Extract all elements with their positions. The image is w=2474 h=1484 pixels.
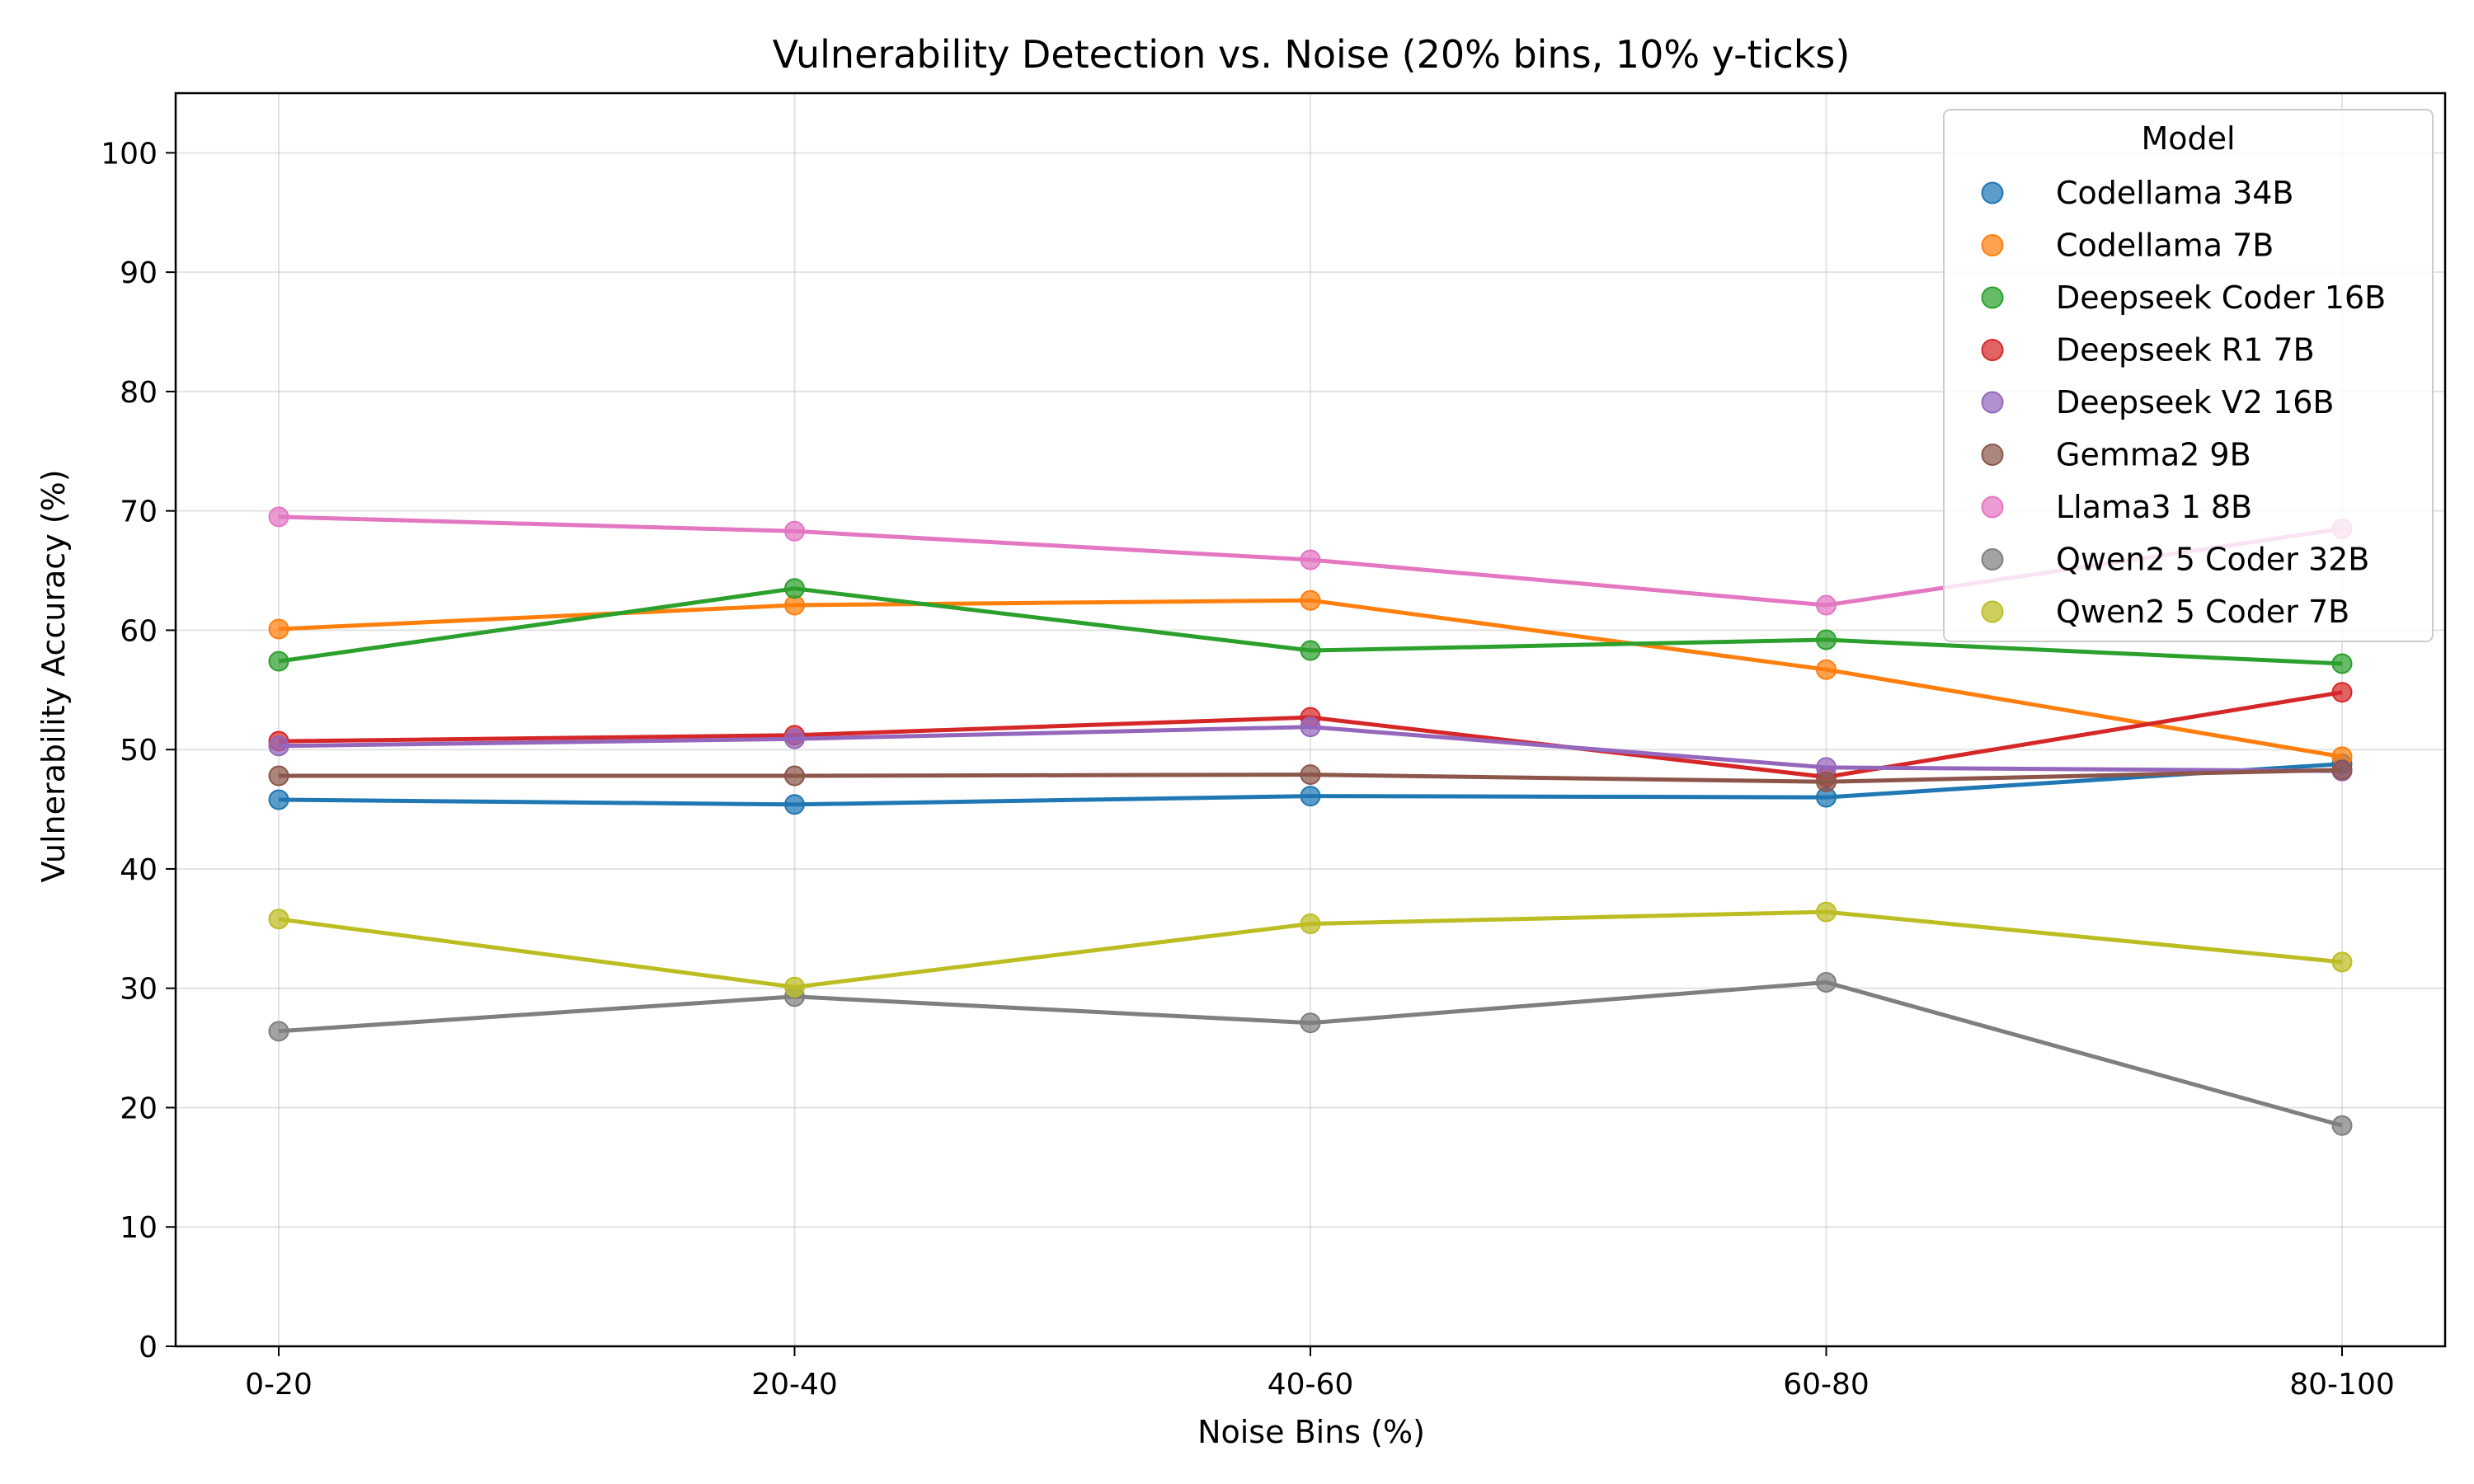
data-point [1816,659,1837,680]
data-point [1816,971,1837,993]
legend-label: Deepseek Coder 16B [2056,279,2386,316]
data-point [1300,716,1321,738]
legend-marker [1981,286,2004,309]
y-tick-label: 10 [120,1211,158,1245]
series-qwen2-5-coder-32b [268,971,2353,1136]
data-point [2331,951,2353,973]
legend-marker [1981,339,2004,361]
data-point [2331,682,2353,703]
axes: 0 10 20 30 40 50 60 70 80 90 100 0-20 20-40 40-60 60-8… [101,137,2394,1402]
y-tick-label: 50 [120,734,158,768]
legend-marker [1981,548,2004,571]
legend-item: Codellama 7B [1981,228,2274,264]
y-axis-title: Vulnerability Accuracy (%) [35,469,72,882]
data-point [1816,594,1837,616]
legend-item: Qwen2 5 Coder 32B [1981,542,2369,578]
data-point [268,735,289,757]
data-point [1300,764,1321,786]
x-axis-title: Noise Bins (%) [1197,1414,1425,1450]
data-point [268,506,289,528]
x-tick-label: 20-40 [751,1368,838,1402]
x-tick-label: 80-100 [2289,1368,2395,1402]
legend-marker [1981,444,2004,466]
data-point [784,578,805,599]
series-gemma2-9b [268,759,2353,792]
legend-marker [1981,181,2004,204]
y-tick-label: 100 [101,137,158,171]
legend-label: Codellama 34B [2056,175,2294,211]
data-point [268,789,289,810]
chart-title: Vulnerability Detection vs. Noise (20% b… [773,32,1851,77]
legend-label: Llama3 1 8B [2056,489,2252,525]
data-point [784,976,805,998]
data-point [1300,549,1321,571]
data-point [1300,913,1321,935]
y-tick-label: 90 [120,256,158,290]
x-tick-label: 60-80 [1783,1368,1870,1402]
y-tick-label: 0 [139,1331,158,1364]
legend-label: Qwen2 5 Coder 32B [2056,542,2369,578]
data-point [784,794,805,815]
data-point [1300,786,1321,807]
data-point [268,1021,289,1042]
legend-item: Qwen2 5 Coder 7B [1981,594,2349,630]
legend-label: Gemma2 9B [2056,437,2251,473]
legend-label: Deepseek V2 16B [2056,384,2334,420]
y-tick-label: 40 [120,853,158,887]
data-point [1816,629,1837,650]
x-tick-label: 40-60 [1268,1368,1354,1402]
y-tick-label: 70 [120,495,158,529]
data-point [268,650,289,672]
legend-box [1943,109,2434,642]
legend-label: Qwen2 5 Coder 7B [2056,594,2349,630]
legend-marker [1981,234,2004,256]
data-point [1300,1012,1321,1034]
legend-item: Gemma2 9B [1981,437,2251,473]
y-tick-label: 60 [120,614,158,648]
data-point [1816,771,1837,792]
legend-item: Deepseek R1 7B [1981,332,2315,369]
data-point [1300,589,1321,611]
data-point [784,765,805,787]
series-deepseek-coder-16b [268,578,2353,674]
x-tick-label: 0-20 [245,1368,313,1402]
legend-item: Deepseek V2 16B [1981,384,2334,420]
legend-marker [1981,391,2004,414]
data-point [1816,901,1837,923]
series-qwen2-5-coder-7b [268,901,2353,998]
legend-title: Model [2141,120,2235,157]
data-point [1300,640,1321,661]
data-point [784,520,805,542]
legend-item: Codellama 34B [1981,175,2294,211]
data-point [268,618,289,640]
legend-item: Llama3 1 8B [1981,489,2252,525]
y-tick-label: 30 [120,973,158,1007]
data-point [268,765,289,787]
data-point [2331,653,2353,674]
data-point [268,909,289,930]
legend-marker [1981,600,2004,623]
legend-label: Deepseek R1 7B [2056,332,2315,369]
data-point [2331,1115,2353,1136]
data-point [2331,759,2353,781]
data-point [784,728,805,749]
legend-label: Codellama 7B [2056,228,2274,264]
legend-marker [1981,495,2004,519]
y-tick-label: 20 [120,1092,158,1125]
legend-item: Deepseek Coder 16B [1981,279,2386,316]
y-tick-label: 80 [120,376,158,410]
legend: Model Codellama 34B Codellama 7B Deepseek C… [1943,109,2434,642]
